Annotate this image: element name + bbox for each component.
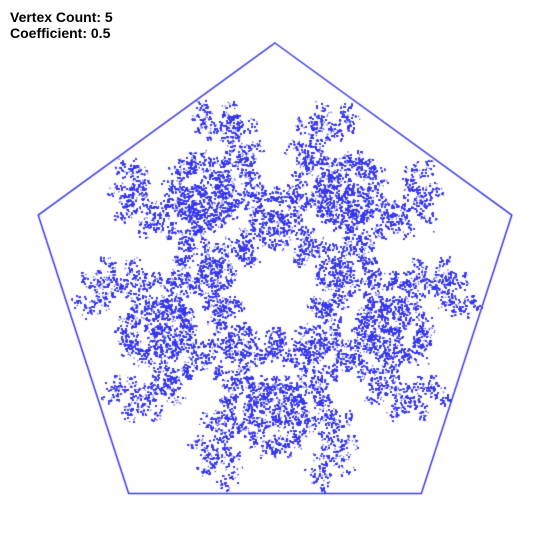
vertex-count-value: 5 [104,9,113,25]
vertex-count-readout: Vertex Count: 5 [10,9,113,25]
coefficient-label: Coefficient: [10,25,87,41]
vertex-count-label: Vertex Count: [10,9,102,25]
info-panel: Vertex Count: 5 Coefficient: 0.5 [10,9,113,41]
coefficient-readout: Coefficient: 0.5 [10,25,113,41]
coefficient-value: 0.5 [90,25,111,41]
